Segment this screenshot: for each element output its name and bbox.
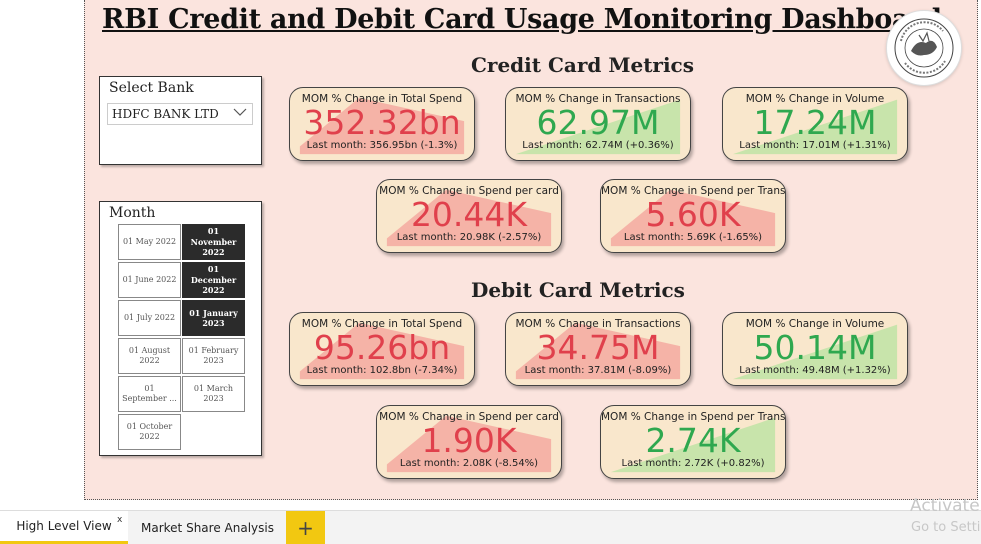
- month-option-label: 01 September ...: [122, 383, 177, 403]
- kpi-value: 95.26bn: [313, 328, 451, 367]
- kpi-card: MOM % Change in Total Spend 352.32bn Last …: [289, 87, 475, 161]
- credit-section-title: Credit Card Metrics: [471, 53, 694, 77]
- kpi-label: MOM % Change in Volume: [745, 93, 885, 105]
- kpi-label: MOM % Change in Spend per Transaction: [601, 411, 786, 423]
- kpi-last-month: Last month: 37.81M (-8.09%): [524, 365, 672, 376]
- month-option-label: 01 February 2023: [188, 345, 239, 365]
- kpi-label: MOM % Change in Transactions: [515, 318, 681, 330]
- month-option-label: 01 December 2022: [190, 264, 237, 296]
- month-option[interactable]: 01 August 2022: [118, 338, 181, 374]
- tab-high-level-view[interactable]: High Level View: [0, 511, 128, 544]
- kpi-last-month: Last month: 2.08K (-8.54%): [399, 458, 539, 469]
- kpi-card: MOM % Change in Volume 50.14M Last month: …: [722, 312, 908, 386]
- kpi-value: 34.75M: [536, 328, 660, 367]
- kpi-last-month: Last month: 20.98K (-2.57%): [396, 232, 542, 243]
- tab-label: Market Share Analysis: [141, 520, 274, 535]
- kpi-card: MOM % Change in Total Spend 95.26bn Last m…: [289, 312, 475, 386]
- kpi-last-month: Last month: 17.01M (+1.31%): [739, 140, 891, 151]
- kpi-card: MOM % Change in Spend per Transaction5.6…: [600, 179, 786, 253]
- month-option[interactable]: 01 January 2023: [182, 300, 245, 336]
- month-option-label: 01 October 2022: [126, 421, 173, 441]
- month-option[interactable]: 01 June 2022: [118, 262, 181, 298]
- trend-sparkline: [515, 322, 681, 380]
- kpi-value: 17.24M: [753, 103, 877, 142]
- kpi-value: 2.74K: [645, 421, 741, 460]
- kpi-last-month: Last month: 5.69K (-1.65%): [623, 232, 763, 243]
- debit-section-title: Debit Card Metrics: [471, 278, 685, 302]
- trend-sparkline: [610, 417, 776, 473]
- kpi-label: MOM % Change in Volume: [745, 318, 885, 330]
- trend-sparkline: [610, 189, 776, 247]
- kpi-last-month: Last month: 2.72K (+0.82%): [621, 458, 765, 469]
- page-tabs: High Level View x Market Share Analysis …: [0, 510, 981, 544]
- kpi-last-month: Last month: 49.48M (+1.32%): [739, 365, 891, 376]
- month-option[interactable]: 01 September ...: [118, 376, 181, 412]
- chevron-down-icon: [233, 108, 247, 116]
- kpi-value: 352.32bn: [303, 103, 461, 142]
- close-icon[interactable]: x: [117, 515, 123, 525]
- kpi-label: MOM % Change in Spend per Transaction: [601, 185, 786, 197]
- kpi-last-month: Last month: 62.74M (+0.36%): [522, 140, 674, 151]
- activation-watermark-sub: Go to Setti: [911, 520, 981, 535]
- month-option[interactable]: 01 July 2022: [118, 300, 181, 336]
- kpi-last-month: Last month: 102.8bn (-7.34%): [306, 365, 458, 376]
- kpi-value: 1.90K: [421, 421, 517, 460]
- plus-icon: +: [297, 515, 314, 540]
- kpi-last-month: Last month: 356.95bn (-1.3%): [306, 140, 458, 151]
- kpi-label: MOM % Change in Total Spend: [301, 318, 463, 330]
- kpi-label: MOM % Change in Transactions: [515, 93, 681, 105]
- kpi-card: MOM % Change in Spend per card 1.90K Last …: [376, 405, 562, 479]
- month-option-label: 01 November 2022: [190, 226, 237, 258]
- bank-slicer: Select Bank HDFC BANK LTD: [99, 76, 262, 165]
- kpi-value: 5.60K: [645, 195, 741, 234]
- bank-dropdown-value: HDFC BANK LTD: [112, 107, 219, 121]
- kpi-label: MOM % Change in Spend per card: [379, 411, 559, 423]
- month-option[interactable]: 01 May 2022: [118, 224, 181, 260]
- trend-sparkline: [732, 99, 898, 155]
- month-option-label: 01 June 2022: [122, 274, 177, 284]
- add-page-button[interactable]: +: [286, 511, 325, 544]
- month-slicer-label: Month: [109, 205, 156, 221]
- bank-dropdown[interactable]: HDFC BANK LTD: [107, 103, 253, 125]
- dashboard-title: RBI Credit and Debit Card Usage Monitori…: [102, 4, 942, 35]
- trend-sparkline: [732, 324, 898, 380]
- month-option-label: 01 July 2022: [123, 312, 176, 322]
- kpi-card: MOM % Change in Transactions 34.75M Last m…: [505, 312, 691, 386]
- month-option[interactable]: 01 February 2023: [182, 338, 245, 374]
- month-option-label: 01 August 2022: [128, 345, 171, 365]
- month-option-label: 01 March 2023: [193, 383, 234, 403]
- trend-sparkline: [299, 322, 465, 380]
- month-option[interactable]: 01 November 2022: [182, 224, 245, 260]
- trend-sparkline: [386, 189, 552, 247]
- kpi-label: MOM % Change in Total Spend: [301, 93, 463, 105]
- bank-slicer-label: Select Bank: [109, 80, 194, 96]
- kpi-value: 50.14M: [753, 328, 877, 367]
- kpi-card: MOM % Change in Spend per card 20.44K Last…: [376, 179, 562, 253]
- trend-sparkline: [386, 415, 552, 473]
- trend-sparkline: [299, 97, 465, 155]
- tab-market-share-analysis[interactable]: Market Share Analysis: [130, 511, 285, 544]
- month-option[interactable]: 01 March 2023: [182, 376, 245, 412]
- rbi-seal-icon: [894, 18, 954, 78]
- rbi-logo: [886, 10, 962, 86]
- kpi-value: 62.97M: [536, 103, 660, 142]
- kpi-value: 20.44K: [410, 195, 528, 234]
- month-option-label: 01 January 2023: [189, 307, 238, 328]
- month-option[interactable]: 01 October 2022: [118, 414, 181, 450]
- activation-watermark: Activate: [910, 496, 980, 516]
- tab-label: High Level View: [16, 519, 112, 533]
- kpi-card: MOM % Change in Transactions 62.97M Last m…: [505, 87, 691, 161]
- trend-sparkline: [515, 99, 681, 155]
- kpi-label: MOM % Change in Spend per card: [379, 185, 559, 197]
- kpi-card: MOM % Change in Spend per Transaction2.7…: [600, 405, 786, 479]
- month-option[interactable]: 01 December 2022: [182, 262, 245, 298]
- month-slicer: Month 01 May 2022 01 November 2022 01 June…: [99, 201, 262, 456]
- kpi-card: MOM % Change in Volume 17.24M Last month: …: [722, 87, 908, 161]
- month-option-label: 01 May 2022: [122, 236, 177, 246]
